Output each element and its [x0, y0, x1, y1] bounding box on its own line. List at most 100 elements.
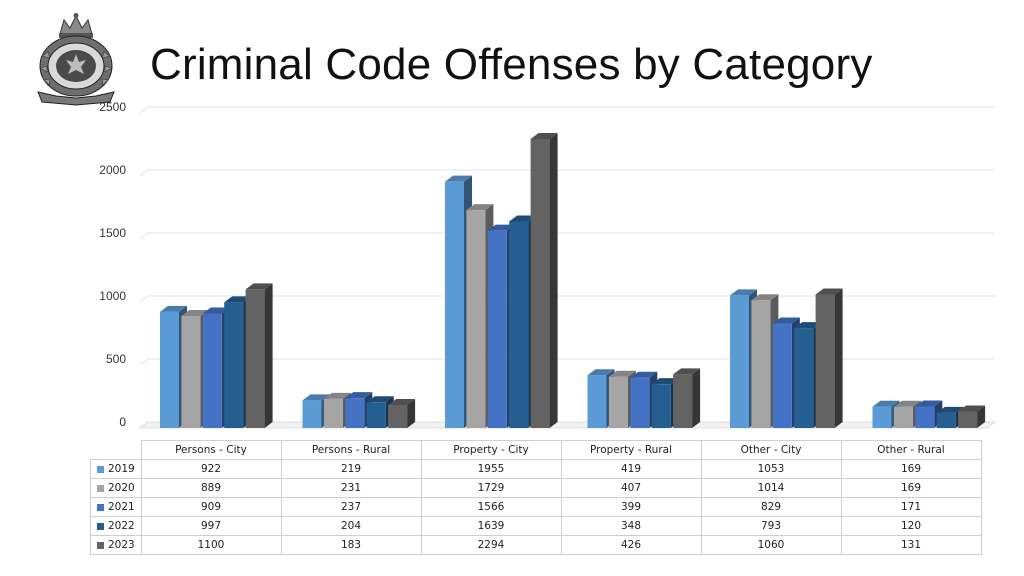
page-title: Criminal Code Offenses by Category	[150, 40, 873, 89]
legend-entry: 2020	[90, 478, 142, 498]
data-label: 348	[560, 516, 702, 536]
data-label: 237	[280, 497, 422, 517]
bar-top	[466, 204, 494, 211]
data-label: 1729	[420, 478, 562, 498]
bar-2022-0	[224, 302, 244, 428]
category-label: Property - Rural	[560, 440, 702, 460]
gridline	[139, 169, 149, 177]
bar-2020-3	[608, 376, 628, 428]
bar-2019-5	[872, 406, 892, 428]
bar-2022-4	[794, 328, 814, 428]
data-label: 2294	[420, 535, 562, 555]
y-tick-label: 0	[119, 415, 126, 429]
y-tick-label: 500	[106, 352, 126, 366]
bar-top	[530, 132, 558, 139]
bar-2019-4	[730, 295, 749, 428]
bar-top	[794, 322, 822, 329]
bar-top	[872, 400, 900, 407]
bar-2022-2	[509, 221, 529, 428]
bar-side	[407, 398, 416, 428]
bar-chart: 0 500 1000 1500 2000 2500	[99, 100, 997, 429]
bar-2021-2	[487, 230, 507, 428]
bar-side	[692, 368, 701, 428]
bar-top	[388, 398, 416, 405]
bar-top	[651, 378, 679, 385]
legend-swatch	[97, 503, 104, 511]
bar-2022-1	[366, 402, 386, 428]
bar-top	[345, 392, 373, 399]
bar-2020-1	[323, 398, 343, 428]
data-label: 1566	[420, 497, 562, 517]
bar-top	[202, 307, 230, 314]
bar-top	[245, 283, 273, 290]
bar-2020-4	[751, 300, 771, 428]
gridline	[139, 232, 149, 240]
bar-top	[630, 371, 658, 378]
bar-2023-1	[388, 404, 408, 428]
table-row: 2019 922 219 1955 419 1053 169	[90, 459, 982, 479]
data-label: 407	[560, 478, 702, 498]
bar-2021-4	[772, 323, 792, 428]
data-label: 419	[560, 459, 702, 479]
y-tick-label: 2000	[99, 163, 126, 177]
gridline	[139, 106, 149, 114]
bar-top	[608, 370, 636, 377]
bar-2019-1	[302, 400, 322, 428]
bar-top	[366, 396, 394, 403]
bar-top	[915, 400, 943, 407]
bar-side	[549, 132, 558, 428]
bar-2022-5	[936, 412, 956, 428]
bar-2019-3	[587, 375, 607, 428]
bar-top	[893, 400, 921, 407]
data-label: 1060	[700, 535, 842, 555]
table-row: 2023 1100 183 2294 426 1060 131	[90, 535, 982, 555]
bar-2023-4	[815, 294, 835, 428]
bar-top	[751, 294, 779, 301]
bar-top	[224, 296, 252, 303]
gridline	[139, 358, 149, 366]
data-label: 1014	[700, 478, 842, 498]
bar-top	[815, 288, 843, 295]
data-label: 829	[700, 497, 842, 517]
category-label: Persons - City	[140, 440, 282, 460]
y-tick-label: 1500	[99, 226, 126, 240]
data-label: 204	[280, 516, 422, 536]
table-row: 2020 889 231 1729 407 1014 169	[90, 478, 982, 498]
data-label: 183	[280, 535, 422, 555]
chart-data-table: Persons - City Persons - Rural Property - …	[90, 440, 982, 555]
data-label: 426	[560, 535, 702, 555]
bar-2022-3	[651, 384, 671, 428]
legend-swatch	[97, 484, 104, 492]
legend-entry: 2021	[90, 497, 142, 517]
table-row: 2022 997 204 1639 348 793 120	[90, 516, 982, 536]
category-label: Other - City	[700, 440, 842, 460]
legend-entry: 2022	[90, 516, 142, 536]
bar-top	[181, 309, 209, 316]
data-label: 231	[280, 478, 422, 498]
series-name: 2023	[108, 539, 135, 551]
data-label: 131	[840, 535, 982, 555]
bar-2020-0	[181, 315, 201, 428]
data-label: 399	[560, 497, 702, 517]
bar-top	[302, 394, 330, 401]
legend-swatch	[97, 465, 104, 473]
legend-swatch	[97, 541, 104, 549]
legend-entry: 2023	[90, 535, 142, 555]
category-label: Other - Rural	[840, 440, 982, 460]
bar-top	[730, 289, 757, 296]
legend-swatch	[97, 522, 104, 530]
y-tick-label: 2500	[99, 100, 126, 114]
bar-top	[958, 405, 986, 412]
table-row: 2021 909 237 1566 399 829 171	[90, 497, 982, 517]
bar-2023-2	[530, 138, 550, 428]
bar-2021-3	[630, 377, 650, 428]
bar-top	[160, 305, 187, 312]
data-label: 889	[140, 478, 282, 498]
bar-top	[772, 317, 800, 324]
table-corner	[91, 441, 142, 460]
bar-2023-3	[673, 374, 693, 428]
data-label: 169	[840, 459, 982, 479]
bar-2021-5	[915, 406, 935, 428]
bar-top	[487, 224, 515, 231]
bar-2020-5	[893, 406, 913, 428]
